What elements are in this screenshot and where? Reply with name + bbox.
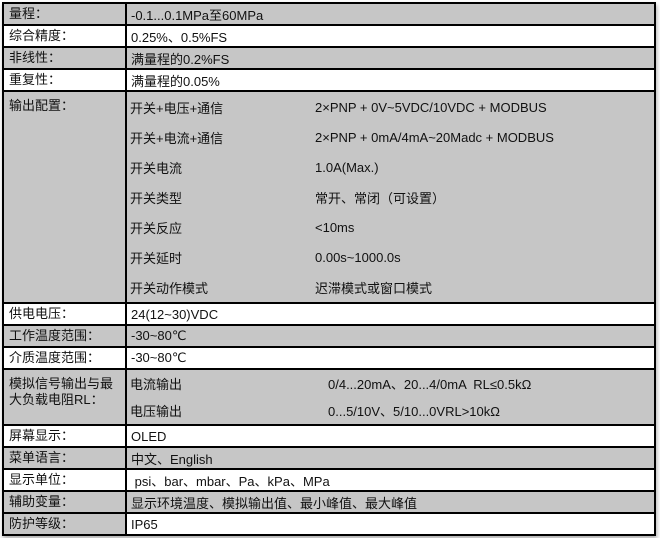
row-label: 综合精度： xyxy=(4,26,127,46)
subrow-name: 电压输出 xyxy=(130,404,183,419)
subrow-value: 常开、常闭（可设置） xyxy=(315,190,446,206)
row-label: 工作温度范围： xyxy=(4,326,127,346)
row-protection-rating: 防护等级： IP65 xyxy=(4,514,654,534)
row-supply-voltage: 供电电压： 24(12~30)VDC xyxy=(4,304,654,326)
row-label: 重复性： xyxy=(4,70,127,90)
row-range: 量程： -0.1...0.1MPa至60MPa xyxy=(4,4,654,26)
subrow-current-output: 电流输出 0/4...20mA、20...4/0mA RL≤0.5kΩ xyxy=(127,370,654,397)
subrow-name: 开关+电压+通信 xyxy=(130,100,224,116)
row-label: 菜单语言： xyxy=(4,448,127,468)
subrow-value: 0.00s~1000.0s xyxy=(315,249,401,265)
row-analog-output-load: 模拟信号输出与最大负载电阻RL： 电流输出 0/4...20mA、20...4/… xyxy=(4,370,654,426)
subrow-value: 0...5/10V、5/10...0VRL>10kΩ xyxy=(328,404,500,419)
subrow-name: 开关反应 xyxy=(130,220,183,236)
subrow-value: 2×PNP + 0mA/4mA~20Madc + MODBUS xyxy=(315,129,554,145)
row-value: OLED xyxy=(131,428,167,444)
subrow-name: 电流输出 xyxy=(130,377,183,392)
subrow-name: 开关电流 xyxy=(130,160,183,176)
row-accuracy: 综合精度： 0.25%、0.5%FS xyxy=(4,26,654,48)
subrow-switch-response: 开关反应 <10ms xyxy=(127,212,654,242)
analog-output-subtable: 电流输出 0/4...20mA、20...4/0mA RL≤0.5kΩ 电压输出… xyxy=(127,370,654,424)
row-operating-temp: 工作温度范围： -30~80℃ xyxy=(4,326,654,348)
row-menu-language: 菜单语言： 中文、English xyxy=(4,448,654,470)
row-value: 中文、English xyxy=(131,451,213,467)
subrow-voltage-output: 电压输出 0...5/10V、5/10...0VRL>10kΩ xyxy=(127,397,654,424)
subrow-switch-current-comm: 开关+电流+通信 2×PNP + 0mA/4mA~20Madc + MODBUS xyxy=(127,122,654,152)
row-output-config: 输出配置： 开关+电压+通信 2×PNP + 0V~5VDC/10VDC + M… xyxy=(4,92,654,304)
row-label: 显示单位： xyxy=(4,470,127,490)
subrow-switch-type: 开关类型 常开、常闭（可设置） xyxy=(127,182,654,212)
row-label: 输出配置： xyxy=(4,92,127,302)
row-repeatability: 重复性： 满量程的0.05% xyxy=(4,70,654,92)
row-label: 介质温度范围： xyxy=(4,348,127,368)
row-label: 模拟信号输出与最大负载电阻RL： xyxy=(4,370,127,424)
row-value: -0.1...0.1MPa至60MPa xyxy=(131,7,264,23)
row-label: 防护等级： xyxy=(4,514,127,534)
subrow-value: 迟滞模式或窗口模式 xyxy=(315,280,433,296)
row-label: 量程： xyxy=(4,4,127,24)
row-medium-temp: 介质温度范围： -30~80℃ xyxy=(4,348,654,370)
subrow-switch-mode: 开关动作模式 迟滞模式或窗口模式 xyxy=(127,272,654,302)
row-value: 24(12~30)VDC xyxy=(131,306,219,322)
subrow-value: 2×PNP + 0V~5VDC/10VDC + MODBUS xyxy=(315,99,547,115)
subrow-switch-voltage-comm: 开关+电压+通信 2×PNP + 0V~5VDC/10VDC + MODBUS xyxy=(127,92,654,122)
subrow-switch-current: 开关电流 1.0A(Max.) xyxy=(127,152,654,182)
subrow-name: 开关动作模式 xyxy=(130,280,209,296)
subrow-name: 开关+电流+通信 xyxy=(130,130,224,146)
subrow-name: 开关延时 xyxy=(130,250,183,266)
row-display: 屏幕显示： OLED xyxy=(4,426,654,448)
subrow-switch-delay: 开关延时 0.00s~1000.0s xyxy=(127,242,654,272)
row-value: psi、bar、mbar、Pa、kPa、MPa xyxy=(131,473,330,489)
row-value: 满量程的0.05% xyxy=(131,73,220,89)
row-value: 显示环境温度、模拟输出值、最小峰值、最大峰值 xyxy=(131,495,418,511)
row-aux-variables: 辅助变量： 显示环境温度、模拟输出值、最小峰值、最大峰值 xyxy=(4,492,654,514)
row-value: -30~80℃ xyxy=(131,350,187,365)
row-value: 0.25%、0.5%FS xyxy=(131,29,228,45)
row-value: -30~80℃ xyxy=(131,328,187,343)
row-value: IP65 xyxy=(127,514,654,534)
subrow-value: 0/4...20mA、20...4/0mA RL≤0.5kΩ xyxy=(328,377,532,392)
row-value: 满量程的0.2%FS xyxy=(131,51,230,67)
row-label: 屏幕显示： xyxy=(4,426,127,446)
subrow-name: 开关类型 xyxy=(130,190,183,206)
row-label: 辅助变量： xyxy=(4,492,127,512)
subrow-value: 1.0A(Max.) xyxy=(315,159,379,175)
row-nonlinearity: 非线性： 满量程的0.2%FS xyxy=(4,48,654,70)
output-config-subtable: 开关+电压+通信 2×PNP + 0V~5VDC/10VDC + MODBUS … xyxy=(127,92,654,302)
row-label: 非线性： xyxy=(4,48,127,68)
subrow-value: <10ms xyxy=(315,219,355,235)
row-display-units: 显示单位： psi、bar、mbar、Pa、kPa、MPa xyxy=(4,470,654,492)
row-label: 供电电压： xyxy=(4,304,127,324)
